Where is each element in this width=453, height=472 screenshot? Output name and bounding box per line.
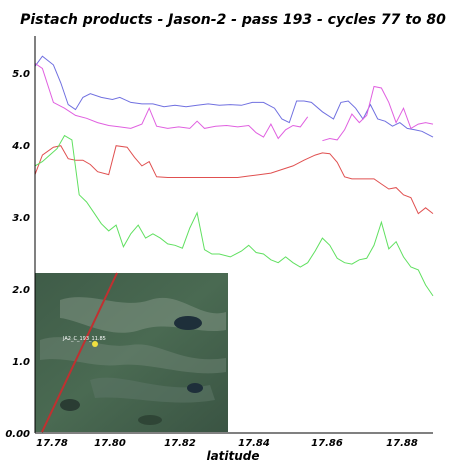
y-tick-label: 4.0	[11, 141, 30, 152]
x-tick-label: 17.84	[238, 438, 270, 449]
series-layer	[34, 55, 434, 297]
series-3	[34, 145, 434, 215]
chart-title: Pistach products - Jason-2 - pass 193 - …	[20, 12, 446, 28]
x-tick-label: 17.88	[386, 438, 418, 449]
x-tick-label: 17.80	[94, 438, 126, 449]
track-label: JA2_C_193_11.85	[62, 336, 106, 342]
series-line	[322, 85, 434, 142]
y-tick-label: 3.0	[12, 213, 30, 224]
series-line	[34, 55, 434, 138]
y-tick-label: 5.0	[12, 69, 30, 80]
x-axis-label: latitude	[206, 449, 259, 463]
y-tick-label: 0.00	[5, 429, 30, 440]
x-tick-label: 17.78	[36, 438, 68, 449]
y-tick-label: 2.0	[12, 285, 30, 296]
x-tick-label: 17.82	[164, 438, 196, 449]
series-line	[34, 134, 434, 297]
y-ticks: 0.00 1.0 2.0 3.0 4.0 5.0	[5, 69, 30, 440]
series-1	[34, 55, 434, 138]
satellite-inset: JA2_C_193_11.85	[35, 272, 228, 433]
series-line	[34, 145, 434, 215]
track-marker	[92, 341, 98, 347]
ground-track-line	[41, 272, 118, 433]
series-line	[34, 62, 309, 140]
series-4	[34, 134, 434, 297]
x-tick-label: 17.86	[311, 438, 343, 449]
series-2	[34, 62, 434, 142]
x-ticks: 17.78 17.80 17.82 17.84 17.86 17.88	[36, 438, 418, 449]
y-tick-label: 1.0	[12, 357, 30, 368]
